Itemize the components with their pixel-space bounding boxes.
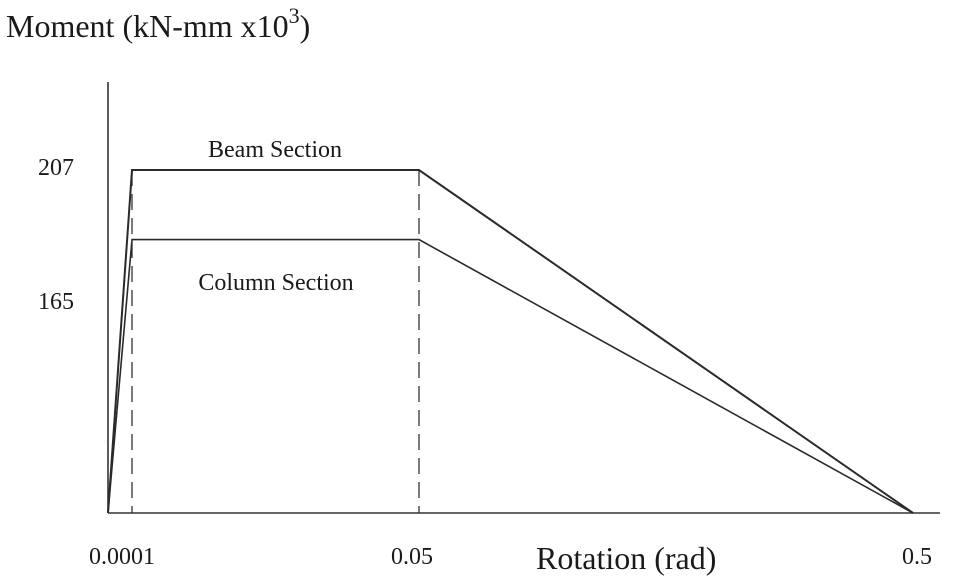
y-axis-label-exponent: 3 (288, 3, 300, 28)
series-line-column-section (107, 238, 914, 514)
series-line-beam-section (107, 169, 914, 514)
series-lines (107, 169, 914, 514)
series-label-beam-section: Beam Section (208, 137, 342, 163)
dashed-guides (131, 170, 420, 513)
x-tick-label-0.0001: 0.0001 (89, 544, 155, 570)
y-axis-label-text: Moment (kN-mm x10 (6, 8, 289, 44)
x-axis-label: Rotation (rad) (536, 540, 717, 576)
y-tick-label-207: 207 (38, 155, 74, 181)
y-axis-label-close: ) (299, 8, 311, 44)
x-tick-label-0.05: 0.05 (391, 544, 433, 570)
y-tick-label-165: 165 (38, 289, 74, 315)
x-tick-label-0.5: 0.5 (902, 544, 932, 570)
y-axis-label: Moment (kN-mm x103) (6, 5, 311, 45)
series-label-column-section: Column Section (198, 270, 354, 296)
